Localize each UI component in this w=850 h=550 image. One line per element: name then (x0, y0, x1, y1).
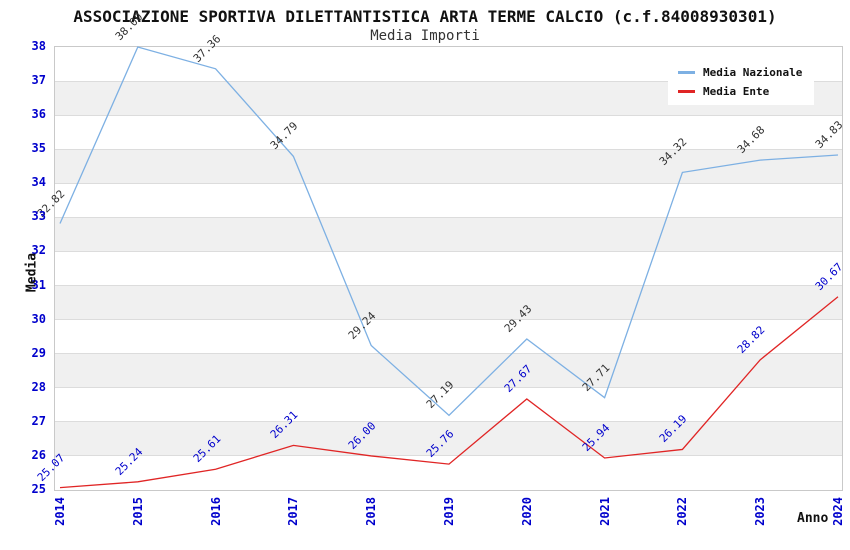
legend: Media Nazionale Media Ente (668, 57, 814, 105)
plot-band (55, 421, 842, 456)
legend-label: Media Ente (703, 85, 770, 98)
gridline (55, 387, 842, 389)
chart-title: ASSOCIAZIONE SPORTIVA DILETTANTISTICA AR… (73, 7, 777, 26)
x-axis-title: Anno (797, 511, 829, 526)
y-tick-label: 37 (31, 73, 46, 88)
gridline (55, 250, 842, 252)
x-tick-label: 2016 (208, 497, 223, 526)
y-tick-label: 35 (31, 141, 46, 156)
x-tick-label: 2019 (442, 497, 456, 526)
x-tick-label: 2015 (130, 497, 145, 526)
gridline (55, 80, 842, 82)
gridline (55, 455, 842, 457)
x-tick-label: 2020 (519, 497, 534, 526)
series-lines (59, 46, 839, 489)
series-line-media-ente (59, 296, 839, 489)
legend-item: Media Ente (678, 82, 814, 101)
plot-band (55, 353, 842, 388)
gridline (55, 114, 842, 116)
gridline (55, 182, 842, 184)
gridline (55, 319, 842, 321)
y-tick-label: 32 (31, 243, 46, 258)
series-line-media-nazionale (59, 46, 839, 417)
gridline (55, 353, 842, 355)
legend-label: Media Nazionale (703, 66, 803, 79)
plot-band (55, 285, 842, 320)
y-tick-label: 28 (31, 379, 46, 394)
x-tick-label: 2022 (675, 497, 690, 526)
gridline (55, 285, 842, 287)
y-tick-label: 29 (31, 345, 46, 360)
y-tick-label: 33 (31, 209, 46, 224)
y-tick-label: 36 (31, 107, 46, 122)
x-tick-label: 2018 (364, 497, 379, 526)
y-tick-label: 31 (31, 277, 46, 292)
gridline (55, 421, 842, 423)
x-tick-label: 2014 (53, 497, 67, 526)
plot-band (55, 149, 842, 184)
y-tick-label: 25 (31, 482, 46, 496)
x-tick-label: 2024 (831, 497, 845, 526)
y-tick-label: 30 (31, 311, 46, 326)
y-tick-label: 38 (31, 39, 46, 53)
x-tick-label: 2017 (286, 497, 301, 526)
legend-line-media-ente (678, 90, 695, 93)
y-tick-label: 26 (31, 447, 46, 462)
x-tick-label: 2021 (597, 497, 612, 526)
chart-subtitle: Media Importi (370, 28, 480, 44)
y-axis-title: Media (24, 252, 40, 293)
gridline (55, 216, 842, 218)
y-tick-label: 34 (31, 175, 46, 190)
plot-band (55, 217, 842, 252)
x-tick-label: 2023 (753, 497, 768, 526)
gridline (55, 148, 842, 150)
legend-item: Media Nazionale (678, 63, 814, 82)
y-tick-label: 27 (31, 413, 46, 428)
legend-line-media-nazionale (678, 71, 695, 74)
